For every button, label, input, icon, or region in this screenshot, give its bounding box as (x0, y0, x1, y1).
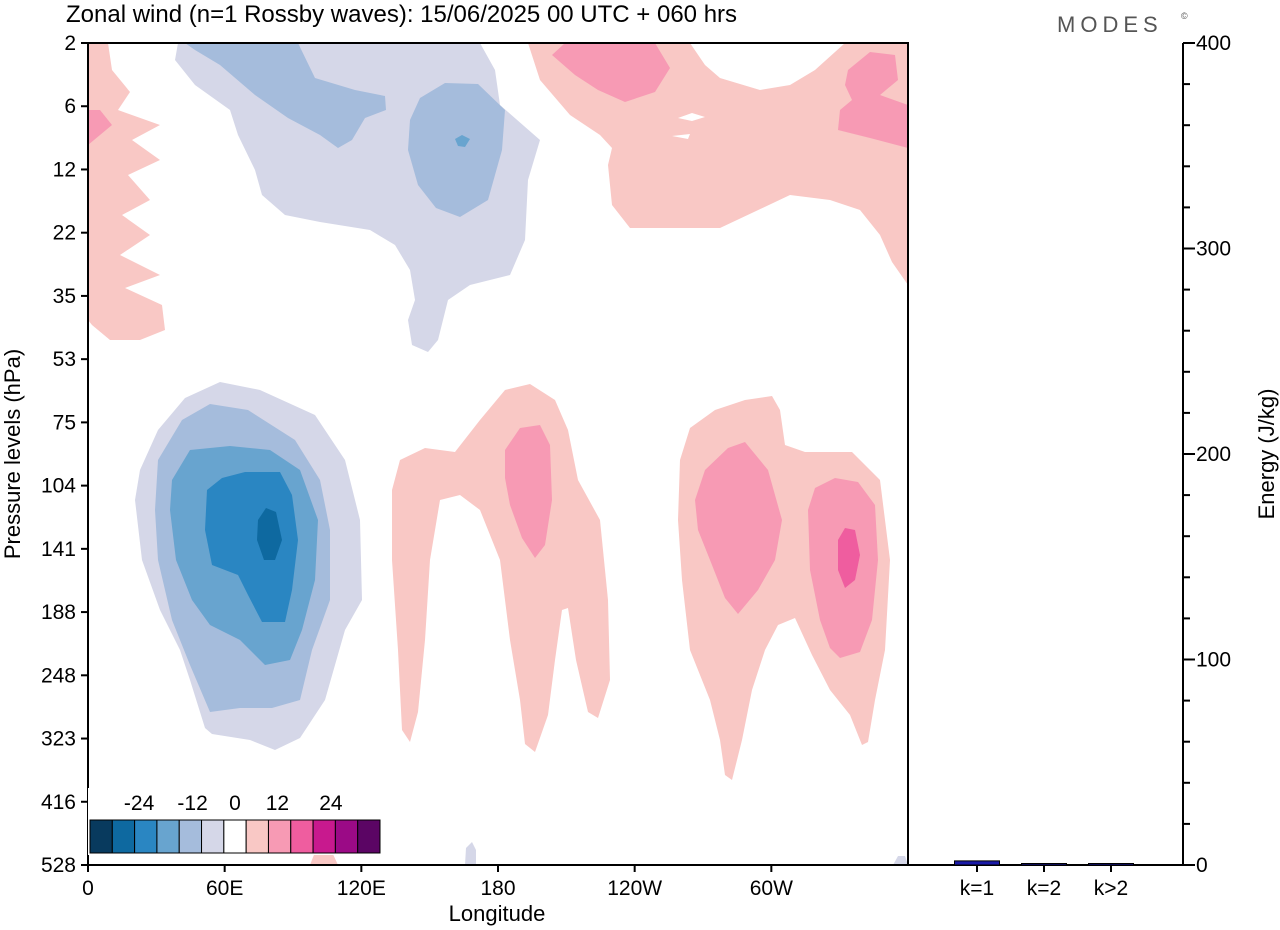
colorbar-swatch (334, 819, 359, 854)
colorbar-tick-label: 24 (319, 792, 343, 815)
pressure-tick-label: 2 (64, 32, 76, 55)
pressure-tick-label: 528 (41, 854, 76, 877)
pressure-tick-label: 188 (41, 601, 76, 624)
y-axis-label: Pressure levels (hPa) (0, 349, 25, 559)
contour-pos-upper-right-10b (838, 52, 908, 148)
colorbar-swatch (178, 819, 203, 854)
pressure-tick-label: 104 (41, 475, 76, 498)
energy-tick-label: 200 (1196, 443, 1231, 466)
contour-neg-bottom-a (465, 842, 476, 865)
colorbar-swatch (267, 819, 292, 854)
contour-pos-upper-right-5 (528, 43, 908, 285)
pressure-tick-label: 323 (41, 728, 76, 751)
x-axis-label: Longitude (449, 901, 546, 926)
contour-pos-upper-left-5 (88, 43, 165, 340)
energy-bar (954, 860, 1000, 866)
pressure-tick-label: 6 (64, 95, 76, 118)
longitude-tick-label: 60E (206, 877, 243, 900)
colorbar-tick-label: -12 (177, 792, 207, 815)
colorbar-swatch (111, 819, 136, 854)
contour-neg-upper-left-10 (185, 43, 386, 148)
colorbar-swatch (156, 819, 180, 854)
pressure-tick-label: 22 (53, 222, 76, 245)
contour-field (88, 43, 908, 865)
longitude-tick-label: 60W (750, 877, 793, 900)
energy-category-label: k>2 (1094, 877, 1128, 900)
energy-category-label: k=2 (1027, 877, 1061, 900)
pressure-axis: 2 6 12 22 35 53 75 104 141 188 248 323 416 528 (41, 32, 88, 877)
longitude-tick-label: 180 (480, 877, 515, 900)
contour-pos-180-5 (392, 384, 610, 752)
colorbar-swatch (201, 819, 225, 854)
energy-category-label: k=1 (960, 877, 994, 900)
energy-tick-label: 300 (1196, 238, 1231, 261)
colorbar-swatch (357, 819, 381, 854)
contour-pos-upper-right-10a (552, 43, 670, 102)
colorbar-swatch (245, 819, 269, 854)
colorbar-swatch (223, 819, 247, 854)
contour-gap-upper-right (678, 113, 705, 121)
modes-logo: MODES © (1057, 11, 1188, 37)
contour-neg-upper-mid-15 (455, 135, 470, 147)
contour-neg-main-20 (205, 472, 298, 622)
colorbar-swatch (290, 819, 314, 854)
energy-bar (1088, 863, 1134, 866)
colorbar-tick-label: 0 (229, 792, 241, 815)
longitude-tick-label: 120W (607, 877, 662, 900)
pressure-tick-label: 141 (41, 538, 76, 561)
energy-axis: 0 100 200 300 400 (1183, 32, 1231, 877)
energy-tick-label: 100 (1196, 649, 1231, 672)
colorbar-tick-label: 12 (266, 792, 289, 815)
longitude-tick-label: 0 (82, 877, 94, 900)
pressure-tick-label: 248 (41, 664, 76, 687)
colorbar: -24 -12 0 12 24 (88, 788, 382, 855)
contour-pos-60W-15 (838, 528, 860, 588)
contour-gap-upper-right-2 (672, 134, 690, 139)
brand-mark: © (1181, 11, 1188, 21)
pressure-tick-label: 35 (53, 285, 76, 308)
contour-pos-180-10 (505, 425, 552, 558)
colorbar-swatch (89, 819, 113, 854)
energy-bar (1021, 863, 1067, 866)
energy-bars: k=1 k=2 k>2 (954, 860, 1134, 900)
chart-title: Zonal wind (n=1 Rossby waves): 15/06/202… (66, 1, 737, 28)
colorbar-tick-label: -24 (124, 792, 155, 815)
longitude-axis: 0 60E 120E 180 120W 60W (82, 865, 793, 900)
pressure-tick-label: 12 (53, 158, 76, 181)
contour-pos-upper-left-10 (88, 110, 112, 145)
colorbar-swatch (134, 819, 158, 854)
longitude-tick-label: 120E (337, 877, 386, 900)
contour-neg-main-25 (257, 508, 282, 560)
contour-pos-60W-10a (695, 442, 782, 614)
pressure-tick-label: 53 (53, 348, 76, 371)
contour-neg-bottom-b (893, 856, 908, 865)
colorbar-swatch (312, 819, 336, 854)
brand-name: MODES (1057, 12, 1163, 37)
pressure-tick-label: 416 (41, 791, 76, 814)
energy-axis-label: Energy (J/kg) (1254, 389, 1279, 520)
contour-pos-bottom (310, 852, 338, 865)
contour-neg-upper-mid-10 (408, 83, 505, 217)
pressure-tick-label: 75 (53, 411, 76, 434)
energy-tick-label: 0 (1196, 854, 1208, 877)
energy-tick-label: 400 (1196, 32, 1231, 55)
